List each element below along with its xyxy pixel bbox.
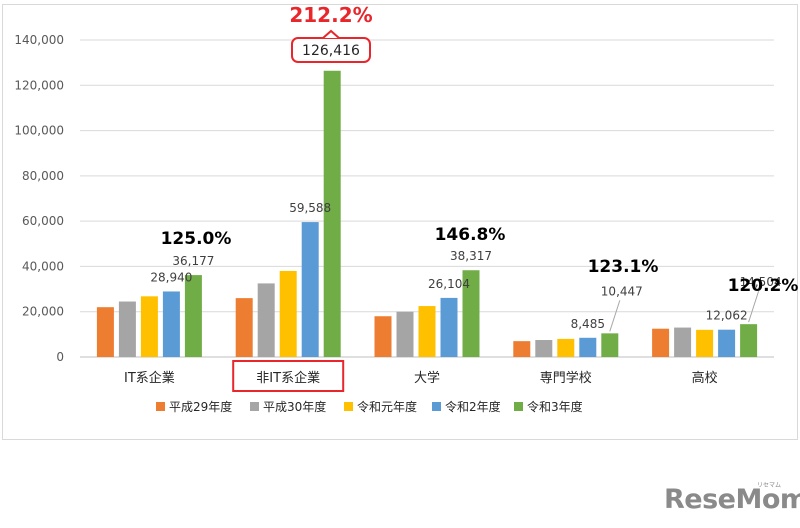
- legend-swatch: [250, 402, 259, 411]
- bar: [118, 301, 136, 357]
- data-label: 26,104: [428, 277, 470, 291]
- y-tick-label: 120,000: [14, 78, 64, 92]
- y-tick-label: 100,000: [14, 124, 64, 138]
- bar: [535, 340, 553, 357]
- category-label: 非IT系企業: [256, 370, 320, 386]
- bar: [162, 291, 180, 357]
- data-label: 38,317: [450, 249, 492, 263]
- growth-label: 212.2%: [289, 3, 372, 27]
- bar: [374, 316, 392, 357]
- bar: [740, 324, 758, 357]
- bar: [696, 329, 714, 357]
- category-label: 高校: [692, 370, 718, 386]
- leader-line: [609, 300, 621, 332]
- y-tick-label: 60,000: [22, 214, 64, 228]
- bar: [579, 337, 597, 357]
- chart-frame: [2, 4, 798, 440]
- legend-label: 平成30年度: [263, 399, 326, 414]
- y-tick-label: 140,000: [14, 33, 64, 47]
- data-label: 12,062: [706, 309, 748, 323]
- resemom-logo: ReseMom: [664, 484, 800, 515]
- growth-label: 125.0%: [161, 229, 232, 249]
- bar: [557, 338, 575, 357]
- legend-swatch: [156, 402, 165, 411]
- y-tick-label: 40,000: [22, 259, 64, 273]
- bar: [418, 306, 436, 357]
- bar: [396, 311, 414, 357]
- y-tick-label: 80,000: [22, 169, 64, 183]
- y-tick-label: 20,000: [22, 305, 64, 319]
- category-label: 大学: [414, 370, 440, 386]
- y-tick-label: 0: [56, 350, 64, 364]
- data-label: 14,504: [740, 275, 782, 289]
- bar: [462, 270, 480, 357]
- data-label: 28,940: [150, 270, 192, 284]
- bar: [279, 270, 297, 357]
- resemom-logo-ruby: リセマム: [757, 482, 782, 489]
- bar: [652, 328, 670, 357]
- legend-label: 平成29年度: [169, 399, 232, 414]
- bar: [440, 297, 458, 357]
- bar: [140, 296, 158, 357]
- bar: [96, 307, 114, 357]
- bar: [718, 329, 736, 357]
- bar: [323, 70, 341, 357]
- category-label: IT系企業: [124, 370, 175, 386]
- legend-label: 令和元年度: [357, 399, 417, 414]
- leader-line: [748, 291, 760, 323]
- category-label: 専門学校: [540, 370, 592, 386]
- growth-label: 123.1%: [588, 257, 659, 277]
- growth-label: 120.2%: [728, 276, 799, 296]
- bar: [257, 283, 275, 357]
- legend-swatch: [432, 402, 441, 411]
- bar: [674, 327, 692, 357]
- highlight-pointer: [322, 29, 340, 39]
- highlight-category-box: [232, 360, 345, 392]
- bar: [184, 275, 202, 357]
- legend-swatch: [344, 402, 353, 411]
- data-label: 36,177: [172, 254, 214, 268]
- growth-label: 146.8%: [435, 225, 506, 245]
- data-label: 59,588: [289, 201, 331, 215]
- legend-label: 令和2年度: [445, 399, 501, 414]
- data-label: 126,416: [302, 43, 360, 59]
- data-label: 10,447: [601, 284, 643, 298]
- legend-label: 令和3年度: [527, 399, 583, 414]
- bar: [601, 333, 619, 357]
- data-label: 8,485: [571, 317, 605, 331]
- bar: [513, 341, 531, 357]
- bar: [235, 298, 253, 357]
- bar: [301, 222, 319, 357]
- legend-swatch: [514, 402, 523, 411]
